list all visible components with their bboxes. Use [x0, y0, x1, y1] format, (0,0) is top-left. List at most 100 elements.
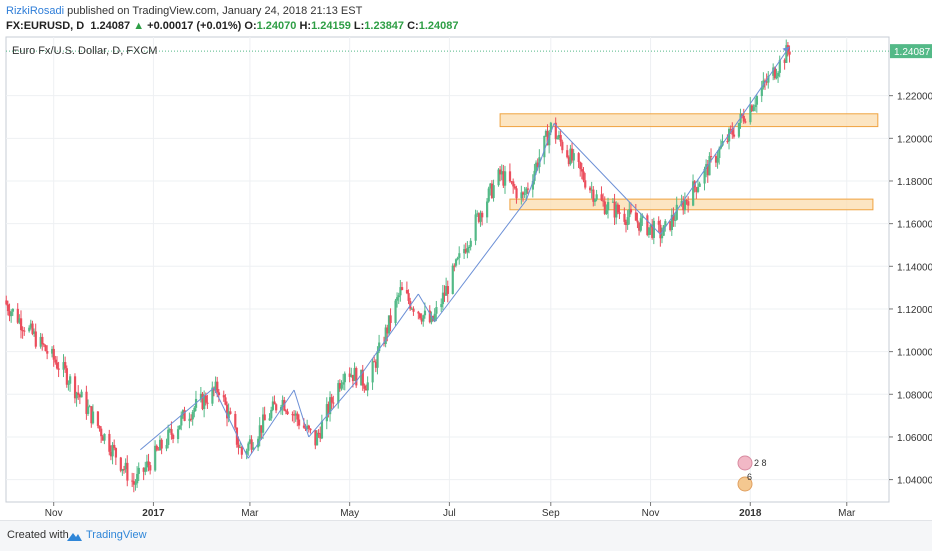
candle-body	[582, 171, 585, 181]
candle-body	[360, 369, 363, 386]
trend-line[interactable]	[417, 293, 436, 323]
candle-body	[443, 292, 446, 296]
candle-body	[469, 240, 472, 247]
candle-body	[378, 342, 381, 352]
candle-body	[284, 410, 288, 412]
trend-line[interactable]	[308, 381, 357, 438]
tradingview-cloud-icon[interactable]	[65, 529, 83, 543]
price-zone-rect[interactable]	[509, 198, 874, 211]
candle-body	[561, 141, 564, 151]
y-tick-label: 1.10000	[897, 348, 932, 359]
candle-body	[237, 444, 240, 448]
candle-body	[714, 156, 718, 163]
candle-body	[521, 192, 525, 195]
candle-body	[490, 183, 494, 198]
candle-body	[544, 130, 548, 136]
time-axis[interactable]: Nov 2017 Mar May Jul Sep Nov 2018 Mar	[45, 502, 856, 519]
trend-line[interactable]	[355, 293, 419, 382]
candle-body	[126, 462, 129, 481]
candle-body	[616, 204, 620, 213]
candle-body	[767, 75, 770, 83]
candle-body	[710, 156, 713, 158]
price-chart[interactable]: 1.04000 1.06000 1.08000 1.10000 1.12000 1.140…	[0, 36, 932, 520]
candle-body	[512, 181, 515, 187]
y-tick-label: 1.14000	[897, 262, 932, 273]
candle-body	[435, 307, 438, 314]
trend-line[interactable]	[247, 389, 295, 459]
candle-body	[297, 419, 301, 426]
publisher-name[interactable]: RizkiRosadi	[6, 5, 65, 17]
candle-body	[538, 157, 541, 168]
candle-body	[54, 359, 57, 363]
candle-body	[536, 162, 539, 168]
events-badge-icon[interactable]: 2 8 6	[737, 455, 767, 492]
candle-body	[397, 295, 400, 298]
candle-body	[28, 327, 31, 332]
support-resistance-zones[interactable]	[499, 113, 879, 211]
trend-line[interactable]	[213, 387, 249, 459]
candle-body	[549, 122, 552, 133]
candle-body	[682, 201, 685, 211]
candle-body	[394, 300, 397, 323]
candle-body	[16, 308, 19, 323]
candle-body	[329, 397, 332, 415]
candle-body	[144, 467, 147, 472]
candle-body	[314, 430, 317, 446]
candle-body	[765, 81, 768, 83]
candle-body	[376, 351, 379, 368]
candle-body	[446, 286, 449, 294]
candle-body	[641, 215, 644, 219]
candle-body	[80, 391, 83, 398]
candle-body	[155, 445, 158, 450]
trend-line[interactable]	[434, 199, 527, 323]
candle-body	[78, 394, 82, 398]
y-tick-label: 1.08000	[897, 390, 932, 401]
trend-line[interactable]	[553, 123, 661, 235]
candle-body	[147, 461, 150, 466]
candle-body	[190, 418, 193, 420]
tradingview-brand-link[interactable]: TradingView	[86, 529, 147, 541]
candle-body	[167, 429, 170, 445]
x-tick-label: Sep	[542, 508, 560, 519]
trend-lines[interactable]	[140, 46, 790, 459]
candle-body	[445, 286, 448, 296]
chart-title: Euro Fx/U.S. Dollar, D, FXCM	[12, 45, 157, 57]
trend-line[interactable]	[293, 389, 310, 438]
candle-body	[399, 287, 402, 296]
candle-body	[319, 433, 322, 439]
candle-body	[417, 311, 420, 314]
candle-body	[454, 259, 458, 266]
candle-body	[109, 451, 113, 457]
price-zone-rect[interactable]	[499, 113, 879, 128]
candle-body	[520, 192, 523, 199]
candle-body	[42, 344, 46, 346]
candle-body	[584, 180, 587, 188]
x-tick-label: 2018	[739, 508, 762, 519]
created-with-text: Created with	[7, 529, 69, 541]
candle-body	[73, 376, 77, 399]
candle-body	[149, 465, 152, 471]
candle-body	[302, 425, 306, 428]
candle-body	[91, 411, 95, 424]
candle-body	[590, 189, 593, 191]
svg-text:6: 6	[747, 472, 752, 482]
candle-body	[726, 141, 729, 143]
candle-body	[217, 392, 221, 396]
candle-body	[602, 200, 605, 202]
candle-body	[137, 467, 140, 474]
candle-body	[479, 212, 482, 222]
price-axis[interactable]: 1.04000 1.06000 1.08000 1.10000 1.12000 1.140…	[889, 44, 932, 487]
candle-body	[361, 369, 364, 386]
candle-body	[603, 201, 606, 214]
candle-body	[706, 164, 709, 176]
candle-body	[458, 253, 461, 258]
candle-body	[136, 473, 139, 484]
candle-body	[366, 382, 369, 391]
trend-line[interactable]	[525, 123, 555, 201]
candle-body	[103, 433, 106, 441]
candle-body	[342, 382, 345, 385]
trend-line[interactable]	[659, 46, 790, 235]
candle-body	[600, 194, 603, 201]
candle-body	[348, 373, 351, 377]
trend-line[interactable]	[140, 387, 215, 451]
